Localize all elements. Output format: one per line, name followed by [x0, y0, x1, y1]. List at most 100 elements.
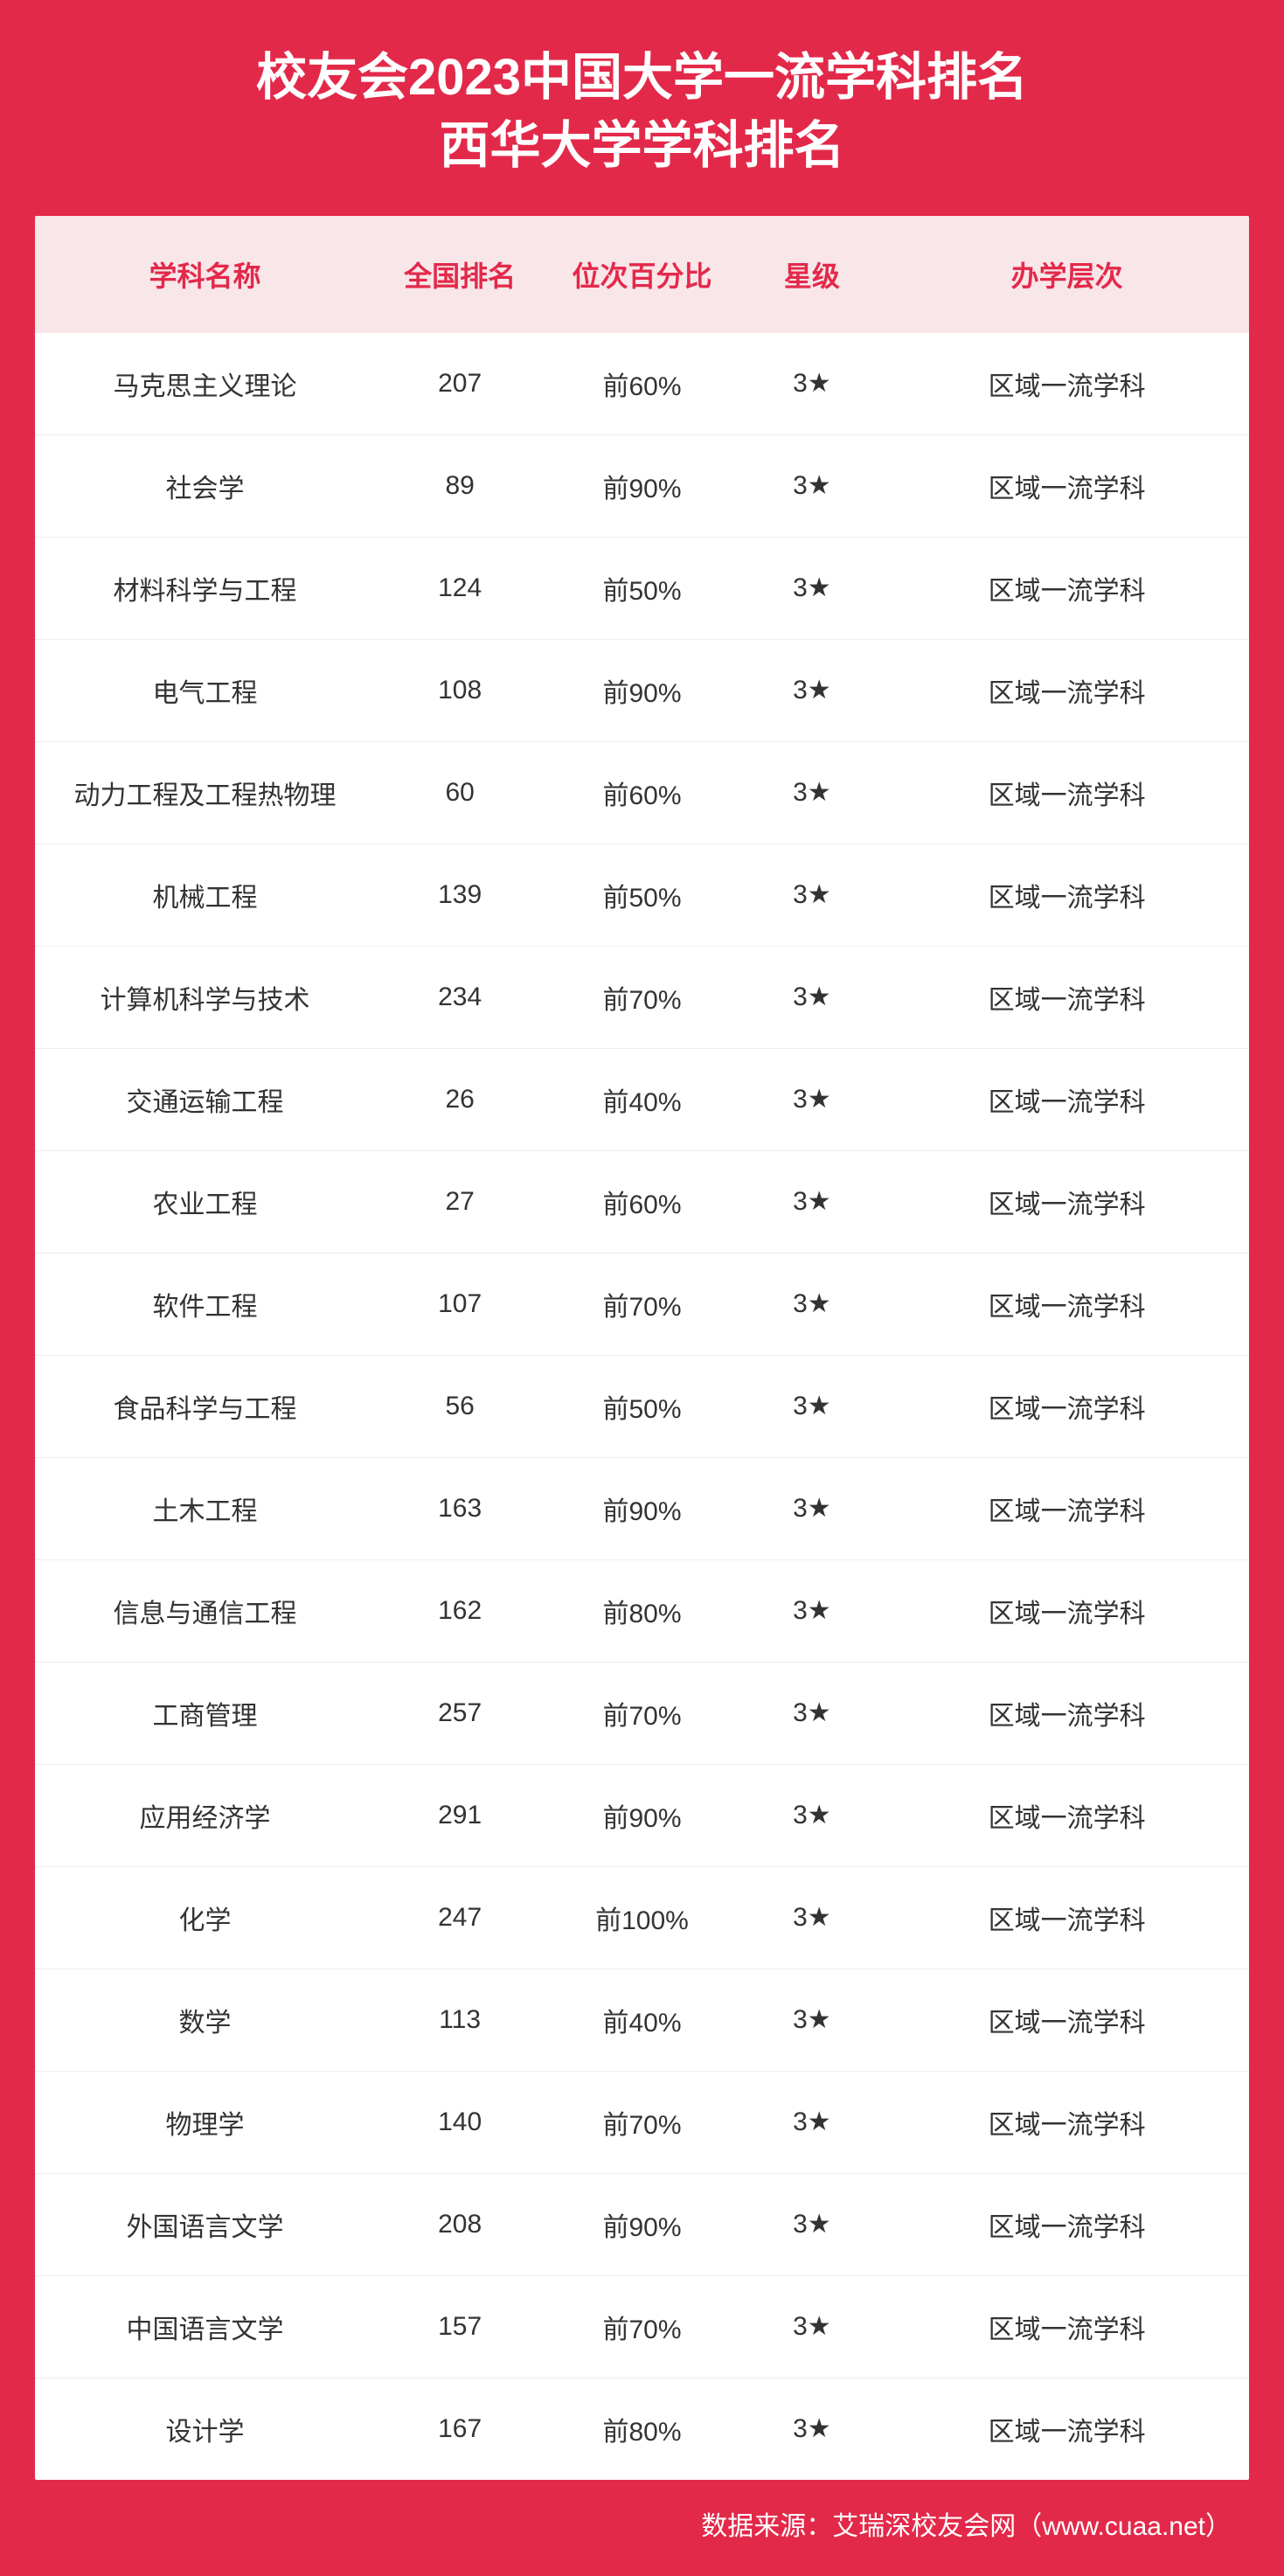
cell-rank: 113: [375, 1968, 545, 2071]
cell-name: 外国语言文学: [35, 2173, 375, 2275]
cell-pct: 前90%: [545, 1457, 739, 1559]
cell-name: 化学: [35, 1866, 375, 1968]
cell-star: 3★: [739, 2378, 885, 2480]
table-row: 应用经济学291前90%3★区域一流学科: [35, 1764, 1249, 1866]
cell-star: 3★: [739, 2275, 885, 2378]
cell-pct: 前60%: [545, 1150, 739, 1253]
table-row: 土木工程163前90%3★区域一流学科: [35, 1457, 1249, 1559]
cell-pct: 前70%: [545, 1253, 739, 1355]
table-row: 交通运输工程26前40%3★区域一流学科: [35, 1048, 1249, 1150]
table-row: 电气工程108前90%3★区域一流学科: [35, 639, 1249, 741]
cell-level: 区域一流学科: [885, 1048, 1249, 1150]
cell-rank: 26: [375, 1048, 545, 1150]
cell-level: 区域一流学科: [885, 741, 1249, 844]
col-header-name: 学科名称: [35, 216, 375, 333]
cell-star: 3★: [739, 1253, 885, 1355]
cell-rank: 89: [375, 434, 545, 537]
cell-rank: 207: [375, 333, 545, 435]
cell-pct: 前70%: [545, 2071, 739, 2173]
table-row: 材料科学与工程124前50%3★区域一流学科: [35, 537, 1249, 639]
cell-star: 3★: [739, 2071, 885, 2173]
cell-rank: 157: [375, 2275, 545, 2378]
cell-name: 社会学: [35, 434, 375, 537]
cell-level: 区域一流学科: [885, 537, 1249, 639]
cell-name: 食品科学与工程: [35, 1355, 375, 1457]
cell-level: 区域一流学科: [885, 1764, 1249, 1866]
cell-level: 区域一流学科: [885, 1866, 1249, 1968]
cell-name: 数学: [35, 1968, 375, 2071]
cell-star: 3★: [739, 1559, 885, 1662]
cell-star: 3★: [739, 741, 885, 844]
cell-pct: 前80%: [545, 1559, 739, 1662]
cell-name: 物理学: [35, 2071, 375, 2173]
col-header-star: 星级: [739, 216, 885, 333]
cell-level: 区域一流学科: [885, 2173, 1249, 2275]
cell-pct: 前70%: [545, 2275, 739, 2378]
cell-level: 区域一流学科: [885, 639, 1249, 741]
col-header-rank: 全国排名: [375, 216, 545, 333]
cell-level: 区域一流学科: [885, 2071, 1249, 2173]
table-row: 设计学167前80%3★区域一流学科: [35, 2378, 1249, 2480]
cell-rank: 247: [375, 1866, 545, 1968]
cell-rank: 140: [375, 2071, 545, 2173]
cell-pct: 前60%: [545, 741, 739, 844]
cell-name: 农业工程: [35, 1150, 375, 1253]
cell-pct: 前60%: [545, 333, 739, 435]
cell-pct: 前90%: [545, 639, 739, 741]
cell-star: 3★: [739, 1150, 885, 1253]
cell-level: 区域一流学科: [885, 1457, 1249, 1559]
cell-name: 材料科学与工程: [35, 537, 375, 639]
cell-rank: 291: [375, 1764, 545, 1866]
cell-pct: 前90%: [545, 434, 739, 537]
table-row: 机械工程139前50%3★区域一流学科: [35, 844, 1249, 946]
cell-name: 应用经济学: [35, 1764, 375, 1866]
title-line-1: 校友会2023中国大学一流学科排名: [256, 49, 1028, 106]
cell-rank: 162: [375, 1559, 545, 1662]
table-row: 化学247前100%3★区域一流学科: [35, 1866, 1249, 1968]
cell-level: 区域一流学科: [885, 946, 1249, 1048]
cell-pct: 前90%: [545, 2173, 739, 2275]
cell-pct: 前100%: [545, 1866, 739, 1968]
cell-rank: 257: [375, 1662, 545, 1764]
cell-rank: 27: [375, 1150, 545, 1253]
cell-star: 3★: [739, 434, 885, 537]
table-row: 外国语言文学208前90%3★区域一流学科: [35, 2173, 1249, 2275]
table-row: 社会学89前90%3★区域一流学科: [35, 434, 1249, 537]
table-row: 软件工程107前70%3★区域一流学科: [35, 1253, 1249, 1355]
table-row: 信息与通信工程162前80%3★区域一流学科: [35, 1559, 1249, 1662]
cell-star: 3★: [739, 639, 885, 741]
cell-star: 3★: [739, 1457, 885, 1559]
cell-level: 区域一流学科: [885, 2378, 1249, 2480]
cell-name: 交通运输工程: [35, 1048, 375, 1150]
cell-pct: 前70%: [545, 946, 739, 1048]
table-row: 物理学140前70%3★区域一流学科: [35, 2071, 1249, 2173]
table-row: 农业工程27前60%3★区域一流学科: [35, 1150, 1249, 1253]
table-row: 动力工程及工程热物理60前60%3★区域一流学科: [35, 741, 1249, 844]
cell-name: 软件工程: [35, 1253, 375, 1355]
cell-level: 区域一流学科: [885, 1968, 1249, 2071]
table-row: 食品科学与工程56前50%3★区域一流学科: [35, 1355, 1249, 1457]
cell-rank: 139: [375, 844, 545, 946]
cell-pct: 前50%: [545, 537, 739, 639]
cell-name: 动力工程及工程热物理: [35, 741, 375, 844]
cell-rank: 163: [375, 1457, 545, 1559]
col-header-level: 办学层次: [885, 216, 1249, 333]
cell-star: 3★: [739, 1764, 885, 1866]
cell-rank: 124: [375, 537, 545, 639]
cell-level: 区域一流学科: [885, 1662, 1249, 1764]
col-header-pct: 位次百分比: [545, 216, 739, 333]
cell-star: 3★: [739, 1968, 885, 2071]
cell-level: 区域一流学科: [885, 1355, 1249, 1457]
cell-level: 区域一流学科: [885, 1253, 1249, 1355]
cell-pct: 前90%: [545, 1764, 739, 1866]
cell-rank: 234: [375, 946, 545, 1048]
cell-rank: 208: [375, 2173, 545, 2275]
cell-rank: 167: [375, 2378, 545, 2480]
cell-name: 信息与通信工程: [35, 1559, 375, 1662]
cell-star: 3★: [739, 946, 885, 1048]
cell-star: 3★: [739, 1355, 885, 1457]
title-line-2: 西华大学学科排名: [439, 117, 844, 174]
cell-level: 区域一流学科: [885, 1150, 1249, 1253]
page-title: 校友会2023中国大学一流学科排名 西华大学学科排名: [35, 44, 1249, 181]
cell-pct: 前40%: [545, 1048, 739, 1150]
